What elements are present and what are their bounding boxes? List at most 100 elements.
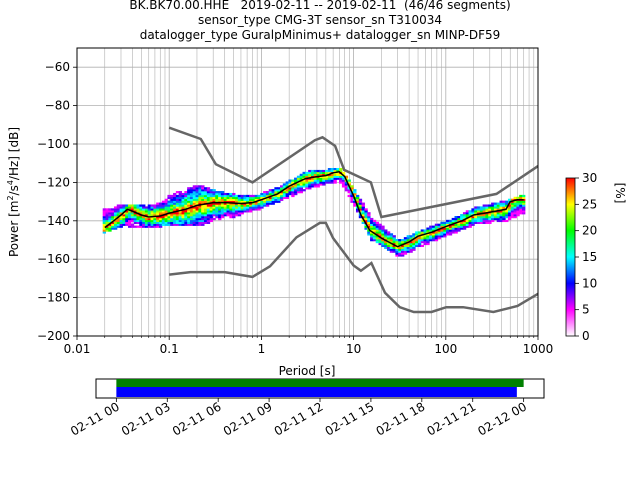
psd-cell bbox=[310, 185, 315, 188]
psd-cell bbox=[249, 196, 253, 200]
psd-cell bbox=[367, 231, 371, 234]
psd-cell bbox=[204, 216, 208, 219]
psd-cell bbox=[319, 173, 323, 176]
psd-cell bbox=[178, 210, 183, 213]
psd-cell bbox=[229, 206, 233, 209]
psd-cell bbox=[502, 210, 506, 213]
x-tick-label: 0.01 bbox=[64, 342, 91, 356]
psd-cell bbox=[370, 229, 374, 232]
psd-cell bbox=[173, 221, 177, 224]
psd-cell bbox=[288, 179, 292, 182]
psd-cell bbox=[240, 208, 244, 211]
psd-cell bbox=[491, 217, 495, 221]
psd-cell bbox=[389, 244, 394, 248]
psd-cell bbox=[212, 204, 216, 207]
psd-cell bbox=[409, 240, 413, 244]
psd-cell bbox=[142, 223, 146, 226]
psd-cell bbox=[415, 237, 419, 240]
psd-cell bbox=[201, 198, 205, 201]
psd-cell bbox=[144, 225, 149, 228]
psd-cell bbox=[457, 217, 461, 221]
psd-cell bbox=[119, 208, 123, 211]
psd-cell bbox=[310, 183, 315, 186]
psd-cell bbox=[173, 212, 177, 215]
psd-cell bbox=[102, 208, 107, 211]
psd-cell bbox=[164, 216, 168, 219]
psd-cell bbox=[108, 219, 112, 223]
psd-cell bbox=[316, 171, 320, 175]
psd-cell bbox=[254, 194, 258, 198]
psd-cell bbox=[136, 221, 140, 224]
psd-cell bbox=[147, 204, 152, 207]
psd-cell bbox=[175, 198, 180, 201]
psd-cell bbox=[296, 175, 301, 178]
psd-cell bbox=[260, 192, 264, 196]
psd-cell bbox=[218, 216, 222, 219]
psd-cell bbox=[389, 233, 394, 236]
psd-cell bbox=[378, 229, 382, 232]
psd-cell bbox=[499, 200, 503, 203]
psd-cell bbox=[170, 200, 174, 203]
psd-cell bbox=[113, 223, 118, 226]
coverage-tick-label: 02-11 21 bbox=[425, 399, 479, 438]
psd-cell bbox=[249, 210, 253, 213]
psd-cell bbox=[133, 217, 137, 221]
psd-cell bbox=[305, 185, 309, 188]
psd-cell bbox=[189, 223, 194, 226]
psd-cell bbox=[189, 198, 194, 201]
psd-cell bbox=[395, 242, 399, 246]
psd-cell bbox=[291, 192, 295, 196]
x-axis-ticks: 0.01 0.1 1 10 100 1000 bbox=[64, 336, 553, 356]
psd-cell bbox=[108, 227, 112, 230]
psd-cell bbox=[488, 206, 492, 209]
psd-cell bbox=[310, 181, 315, 184]
psd-cell bbox=[482, 210, 486, 213]
psd-cell bbox=[350, 194, 354, 198]
psd-cell bbox=[341, 179, 346, 182]
psd-cell bbox=[423, 239, 427, 242]
psd-cell bbox=[431, 235, 436, 238]
psd-cell bbox=[415, 240, 419, 244]
psd-cell bbox=[353, 191, 357, 194]
psd-cell bbox=[479, 216, 484, 219]
psd-cell bbox=[294, 192, 298, 196]
y-tick-label: −200 bbox=[37, 329, 70, 343]
psd-cell bbox=[440, 235, 444, 238]
psd-cell bbox=[437, 229, 441, 232]
psd-cell bbox=[310, 179, 315, 182]
psd-cell bbox=[257, 194, 261, 198]
psd-cell bbox=[285, 189, 289, 192]
psd-cell bbox=[150, 219, 154, 223]
psd-cell bbox=[280, 185, 284, 188]
psd-cell bbox=[378, 231, 382, 234]
psd-cell bbox=[251, 196, 256, 200]
psd-cell bbox=[142, 204, 146, 207]
psd-cell bbox=[507, 206, 512, 209]
psd-cell bbox=[471, 208, 475, 211]
psd-cell bbox=[175, 194, 180, 198]
psd-cell bbox=[192, 221, 197, 224]
psd-cell bbox=[434, 227, 439, 230]
psd-cell bbox=[187, 214, 191, 217]
psd-cell bbox=[234, 212, 239, 215]
psd-cell bbox=[192, 196, 197, 200]
psd-cell bbox=[175, 204, 180, 207]
psd-cell bbox=[220, 212, 225, 215]
psd-cell bbox=[128, 210, 132, 213]
psd-cell bbox=[204, 189, 208, 192]
psd-cell bbox=[206, 206, 211, 209]
psd-cell bbox=[277, 189, 281, 192]
psd-cell bbox=[299, 181, 304, 184]
psd-cell bbox=[178, 217, 183, 221]
psd-cell bbox=[431, 239, 436, 242]
psd-cell bbox=[522, 210, 526, 213]
psd-cell bbox=[156, 208, 160, 211]
psd-cell bbox=[161, 212, 166, 215]
psd-cell bbox=[398, 250, 402, 253]
psd-cell bbox=[381, 235, 385, 238]
psd-cell bbox=[181, 217, 185, 221]
psd-cell bbox=[173, 204, 177, 207]
psd-cell bbox=[156, 204, 160, 207]
coverage-tick-label: 02-11 18 bbox=[374, 399, 428, 438]
psd-cell bbox=[507, 216, 512, 219]
